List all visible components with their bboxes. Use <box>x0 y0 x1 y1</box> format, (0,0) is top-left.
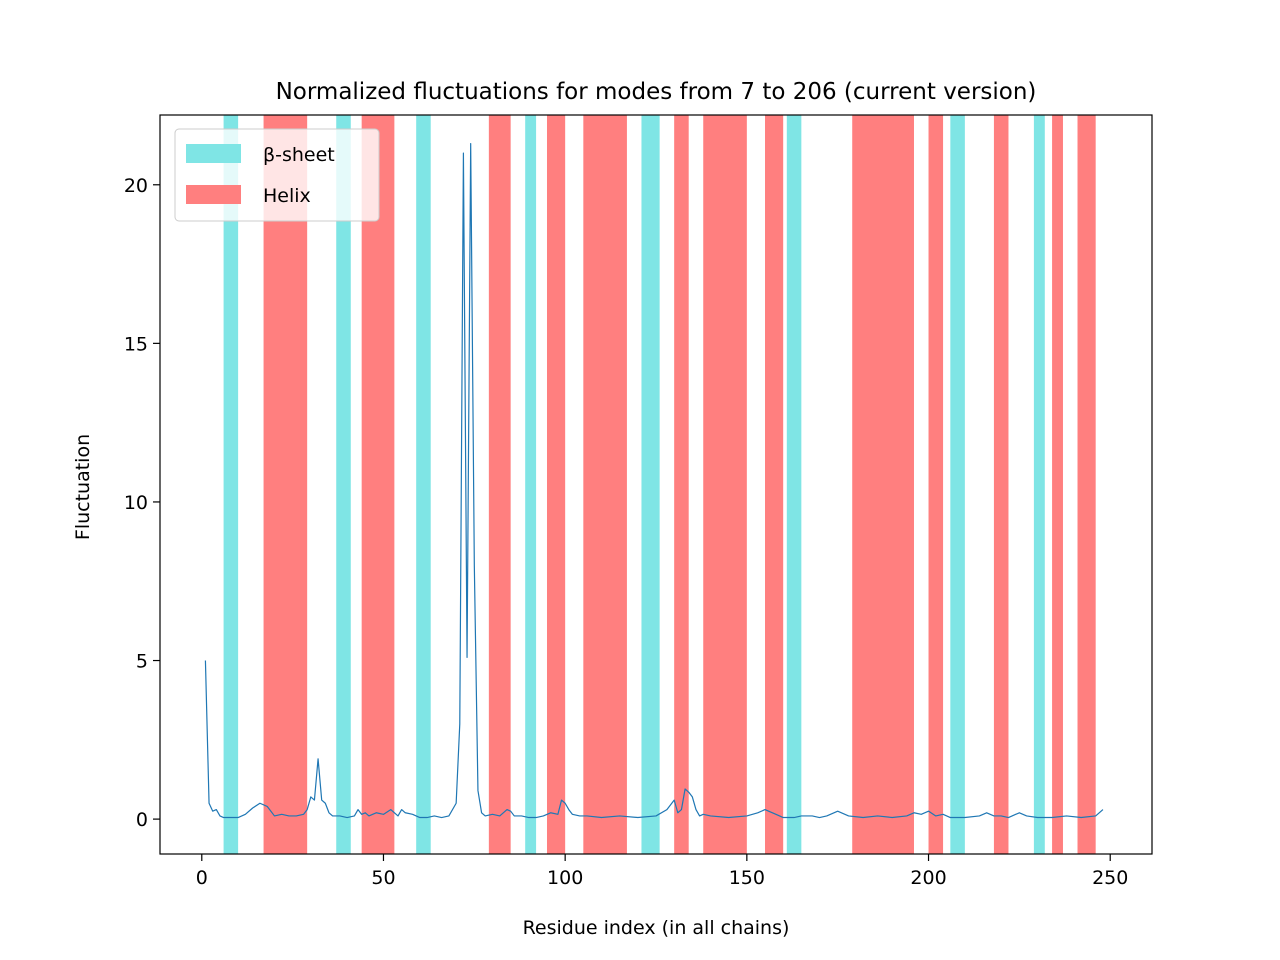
x-tick-label: 200 <box>910 867 946 889</box>
legend-label-beta-sheet: β-sheet <box>263 144 335 166</box>
plot-frame <box>159 114 1153 855</box>
x-axis: 0 50 100 150 200 250 <box>196 854 1128 889</box>
beta-sheet-region <box>641 115 660 854</box>
beta-sheet-region <box>1033 115 1045 854</box>
beta-sheet-region <box>336 115 351 854</box>
x-tick-label: 150 <box>729 867 765 889</box>
y-tick-label: 0 <box>136 809 148 831</box>
y-tick-label: 5 <box>136 651 148 673</box>
x-axis-label: Residue index (in all chains) <box>523 917 790 939</box>
line-layer <box>204 142 1104 819</box>
y-axis-label: Fluctuation <box>72 434 94 540</box>
series-line <box>204 142 1104 819</box>
helix-region <box>583 115 627 854</box>
beta-sheet-region <box>416 115 431 854</box>
helix-region <box>546 115 566 854</box>
helix-region <box>488 115 511 854</box>
regions-layer <box>223 115 1096 854</box>
legend-label-helix: Helix <box>263 185 311 207</box>
beta-sheet-region <box>525 115 537 854</box>
y-tick-label: 10 <box>124 492 148 514</box>
x-tick-label: 0 <box>196 867 208 889</box>
beta-sheet-region <box>950 115 965 854</box>
helix-region <box>928 115 944 854</box>
helix-region <box>361 115 395 854</box>
helix-region <box>852 115 914 854</box>
legend: β-sheet Helix <box>174 128 380 222</box>
helix-region <box>993 115 1009 854</box>
helix-region <box>1077 115 1096 854</box>
helix-region <box>703 115 747 854</box>
helix-region <box>765 115 784 854</box>
y-tick-label: 15 <box>124 333 148 355</box>
x-tick-label: 50 <box>371 867 395 889</box>
helix-region <box>674 115 689 854</box>
y-axis: 0 5 10 15 20 <box>124 175 160 831</box>
x-tick-label: 250 <box>1092 867 1128 889</box>
chart-title: Normalized fluctuations for modes from 7… <box>276 79 1037 105</box>
legend-box <box>174 128 380 222</box>
legend-swatch-beta-sheet <box>186 144 241 163</box>
legend-swatch-helix <box>186 185 241 204</box>
helix-region <box>1052 115 1063 854</box>
x-tick-label: 100 <box>547 867 583 889</box>
beta-sheet-region <box>786 115 802 854</box>
y-tick-label: 20 <box>124 175 148 197</box>
helix-region <box>263 115 308 854</box>
beta-sheet-region <box>223 115 239 854</box>
